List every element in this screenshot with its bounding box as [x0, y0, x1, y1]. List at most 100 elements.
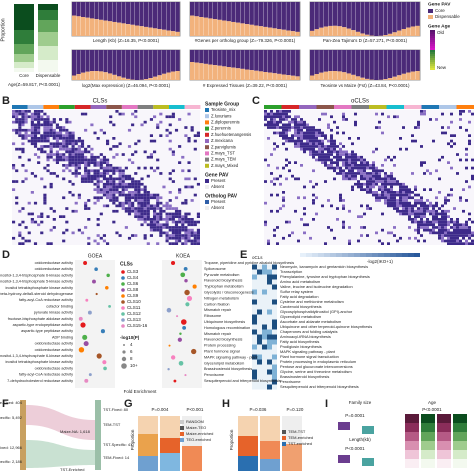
shape [270, 112, 273, 116]
shape [84, 226, 88, 229]
shape [108, 73, 113, 80]
shape [115, 169, 119, 173]
shape [430, 42, 435, 44]
shape [240, 68, 245, 80]
dot [186, 295, 193, 301]
shape [348, 239, 351, 243]
shape [55, 161, 59, 164]
shape [315, 131, 318, 135]
shape [339, 166, 342, 170]
label: TST-Specific: 41 [103, 442, 133, 447]
label: P=0.120 [287, 407, 304, 412]
shape [297, 142, 300, 146]
shape [438, 226, 441, 229]
shape [168, 242, 172, 245]
shape [174, 228, 179, 232]
shape [178, 231, 182, 235]
shape [137, 185, 141, 189]
shape [450, 218, 453, 221]
shape [112, 196, 116, 200]
shape [252, 339, 257, 345]
shape [262, 274, 267, 280]
shape [40, 118, 44, 121]
shape [153, 139, 157, 143]
shape [46, 118, 50, 121]
shape [420, 145, 423, 148]
label: CLS6 [127, 281, 139, 286]
shape [55, 174, 59, 178]
shape [65, 145, 69, 148]
shape [74, 174, 78, 178]
label: inositol-1,3,4-trisphosphate 6-kinase ac… [0, 273, 73, 277]
shape [366, 234, 369, 237]
label: Core [19, 73, 29, 78]
shape [441, 126, 444, 129]
shape [447, 126, 450, 129]
shape [456, 223, 459, 227]
shape [267, 274, 272, 280]
shape [401, 28, 406, 36]
label: P=0.036 [250, 407, 267, 412]
shape [420, 218, 423, 221]
shape [360, 33, 365, 36]
shape [402, 196, 405, 200]
shape [162, 209, 166, 213]
shape [282, 112, 285, 116]
shape [272, 2, 277, 29]
shape [249, 50, 254, 71]
shape [106, 182, 110, 186]
shape [336, 253, 342, 257]
shape [318, 147, 321, 151]
shape [106, 164, 110, 167]
shape [174, 196, 179, 200]
shape [149, 134, 153, 137]
shape [252, 274, 257, 280]
shape [346, 2, 351, 29]
shape [62, 239, 66, 243]
shape [420, 196, 423, 200]
shape [33, 174, 38, 178]
shape [171, 50, 176, 72]
shape [252, 299, 257, 305]
shape [366, 188, 369, 191]
shape [297, 134, 300, 137]
shape [337, 2, 342, 27]
shape [366, 166, 369, 170]
shape [71, 172, 75, 175]
shape [381, 177, 384, 181]
shape [387, 188, 390, 191]
label: Pentose and glucuronate interconversions [280, 364, 353, 369]
shape [342, 204, 345, 208]
label: Protein processing [204, 344, 235, 348]
shape [30, 212, 34, 216]
shape [354, 174, 357, 178]
shape [171, 215, 175, 218]
shape [165, 201, 169, 205]
shape [444, 234, 447, 237]
shape [312, 142, 315, 146]
shape [38, 20, 58, 32]
shape [121, 153, 125, 156]
shape [156, 158, 160, 162]
shape [96, 223, 100, 227]
shape [146, 155, 150, 159]
dot [185, 302, 190, 307]
shape [384, 182, 387, 186]
label: Absent [211, 205, 225, 210]
shape [127, 191, 132, 194]
shape [137, 207, 141, 210]
shape [417, 228, 420, 232]
shape [447, 193, 450, 197]
shape [257, 374, 262, 380]
shape [168, 212, 172, 216]
shape [348, 174, 351, 178]
shape [387, 2, 393, 34]
shape [390, 231, 393, 235]
shape [252, 379, 257, 385]
shape [334, 105, 352, 109]
shape [390, 182, 393, 186]
shape [143, 196, 147, 200]
shape [459, 126, 462, 129]
shape [90, 155, 94, 159]
shape [14, 54, 34, 62]
